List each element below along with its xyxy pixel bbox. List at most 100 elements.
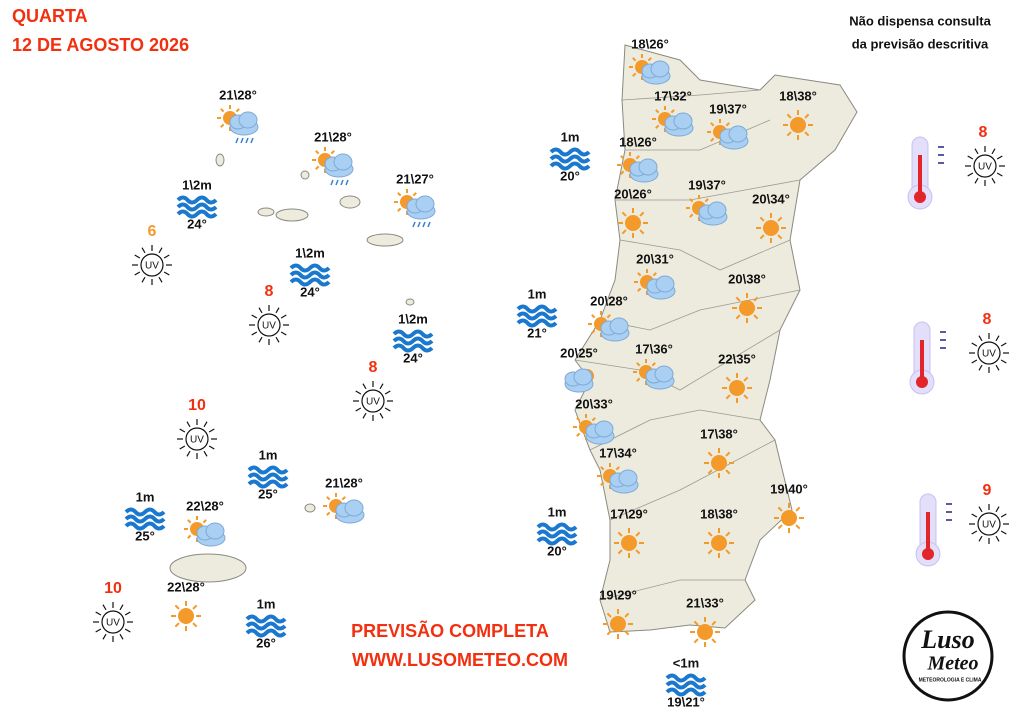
wave <box>549 161 591 171</box>
wave <box>665 673 707 683</box>
rain <box>330 179 334 186</box>
temperature: 21\28° <box>314 129 352 144</box>
ray <box>591 314 596 319</box>
ray <box>704 198 709 203</box>
wave <box>516 311 558 321</box>
temperature: 19\37° <box>688 177 726 192</box>
cloud <box>655 275 675 293</box>
temperature: 22\35° <box>718 351 756 366</box>
ray <box>725 531 731 537</box>
cloud <box>650 60 670 78</box>
temperature: 19\37° <box>709 101 747 116</box>
temperature: 18\38° <box>700 506 738 521</box>
ray <box>710 137 715 142</box>
wave-icon <box>665 673 707 697</box>
sun-icon <box>774 503 804 533</box>
uv-index: 8 <box>983 311 992 328</box>
ray <box>326 511 331 516</box>
ray <box>606 314 611 319</box>
rain <box>240 137 244 144</box>
ray <box>689 198 694 203</box>
wave-height: 1m <box>257 596 276 611</box>
wave-height: 1\2m <box>295 245 325 260</box>
island <box>275 208 309 222</box>
ray <box>186 421 191 428</box>
ray <box>251 331 258 336</box>
ray <box>355 390 362 395</box>
sun <box>711 535 727 551</box>
cloud <box>638 158 658 176</box>
temperature: 21\33° <box>686 595 724 610</box>
date: 12 DE AGOSTO 2026 <box>12 35 189 55</box>
wave <box>176 195 218 205</box>
ray <box>606 630 612 636</box>
wave <box>124 514 166 524</box>
temperature: 17\32° <box>654 88 692 103</box>
uv-icon: UV <box>93 602 133 642</box>
wave <box>176 202 218 212</box>
ray <box>971 530 978 535</box>
ray <box>600 466 605 471</box>
ray <box>777 524 783 530</box>
temperature: 17\29° <box>610 506 648 521</box>
ray <box>786 113 792 119</box>
wave <box>245 621 287 631</box>
wave <box>536 529 578 539</box>
ray <box>652 272 657 277</box>
wave-icon <box>245 614 287 638</box>
ray <box>187 534 192 539</box>
ray <box>655 124 660 129</box>
uv-icon: UV <box>353 381 393 421</box>
wave <box>536 536 578 546</box>
sun <box>178 608 194 624</box>
wave <box>549 154 591 164</box>
temperature: 22\28° <box>186 498 224 513</box>
ray <box>710 122 715 127</box>
wave <box>289 270 331 280</box>
water-temp: 25° <box>135 528 155 543</box>
sun <box>739 300 755 316</box>
wave-icon <box>516 304 558 328</box>
sun <box>711 455 727 471</box>
cloud <box>654 365 674 383</box>
uv-icon: UV <box>177 419 217 459</box>
rain <box>335 179 339 186</box>
water-temp: 24° <box>300 284 320 299</box>
rain <box>340 179 344 186</box>
sun-cloud-icon <box>707 119 749 150</box>
ray <box>326 496 331 501</box>
ray <box>258 336 263 343</box>
temperature: 19\29° <box>599 587 637 602</box>
island <box>304 503 316 513</box>
sun-icon <box>704 448 734 478</box>
temperature: 20\25° <box>560 345 598 360</box>
ray <box>576 417 581 422</box>
ray <box>743 376 749 382</box>
wave-height: 1m <box>528 286 547 301</box>
ray <box>637 287 642 292</box>
wave <box>289 277 331 287</box>
sun <box>697 624 713 640</box>
uv-icon: UV <box>965 146 1005 186</box>
ray <box>1000 342 1007 347</box>
ray <box>647 57 652 62</box>
uv-symbol: UV <box>106 618 120 629</box>
sun-cloud-icon <box>634 269 676 300</box>
ray <box>735 296 741 302</box>
ray <box>174 604 180 610</box>
ray <box>620 155 625 160</box>
cloud <box>573 368 593 386</box>
wave <box>392 336 434 346</box>
wave <box>247 465 289 475</box>
temperature: 18\38° <box>779 88 817 103</box>
ray <box>978 364 983 371</box>
thermo-fill <box>926 512 930 552</box>
sun-cloud-icon <box>217 105 259 144</box>
ray <box>617 549 623 555</box>
island <box>300 170 310 180</box>
ray <box>362 383 367 390</box>
water-temp: 25° <box>258 486 278 501</box>
disclaimer: Não dispensa consulta <box>849 13 991 28</box>
wave <box>549 147 591 157</box>
rain <box>250 137 254 144</box>
